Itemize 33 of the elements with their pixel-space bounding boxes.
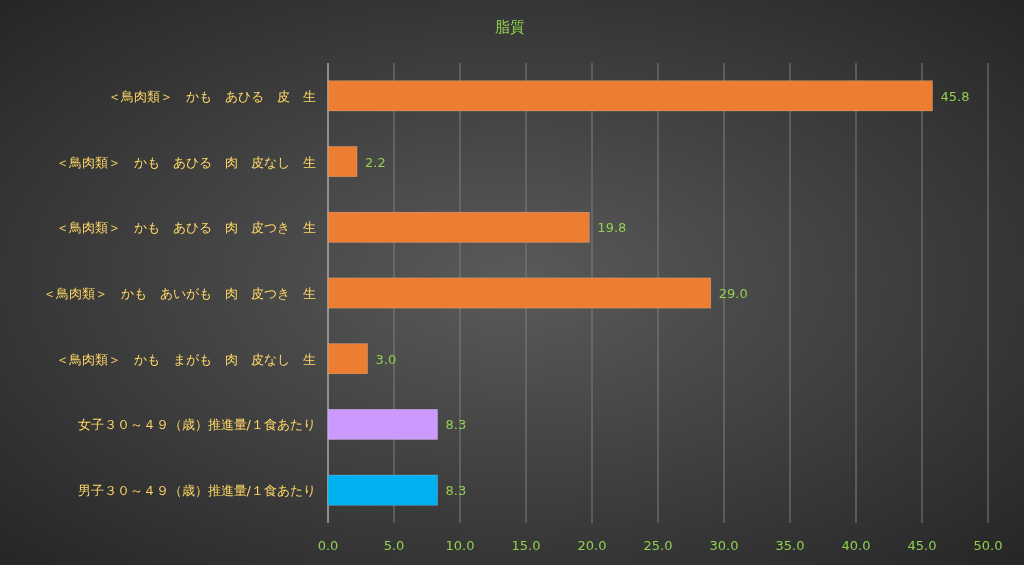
- x-tick-label: 30.0: [709, 538, 739, 553]
- data-label: 29.0: [718, 286, 748, 301]
- bar: [327, 146, 358, 177]
- x-tick-label: 50.0: [973, 538, 1003, 553]
- x-tick-label: 35.0: [775, 538, 805, 553]
- bar: [327, 474, 438, 506]
- bar: [327, 277, 712, 309]
- x-tick-label: 20.0: [577, 538, 607, 553]
- x-tick-label: 10.0: [445, 538, 475, 553]
- data-label: 19.8: [597, 220, 627, 236]
- y-tick-label: 男子３０～４９（歳）推進量/１食あたり: [77, 483, 316, 499]
- y-tick-label: ＜鳥肉類＞ かも あひる 肉 皮なし 生: [56, 154, 316, 170]
- x-tick-label: 40.0: [841, 538, 871, 553]
- data-label: 2.2: [365, 154, 386, 170]
- y-tick-label: 女子３０～４９（歳）推進量/１食あたり: [77, 417, 316, 433]
- x-tick-label: 45.0: [907, 538, 937, 553]
- bar: [327, 409, 438, 440]
- bar: [327, 343, 368, 375]
- chart-title: 脂質: [495, 18, 525, 36]
- x-tick-label: 15.0: [511, 538, 541, 553]
- y-tick-label: ＜鳥肉類＞ かも まがも 肉 皮なし 生: [56, 351, 316, 367]
- bar: [327, 211, 590, 243]
- x-tick-label: 5.0: [383, 538, 405, 553]
- x-tick-label: 0.0: [317, 538, 339, 553]
- x-tick-label: 25.0: [643, 538, 673, 553]
- data-label: 45.8: [940, 88, 970, 104]
- data-label: 3.0: [375, 351, 397, 367]
- y-tick-label: ＜鳥肉類＞ かも あいがも 肉 皮つき 生: [43, 286, 316, 301]
- y-tick-label: ＜鳥肉類＞ かも あひる 皮 生: [108, 88, 316, 104]
- bar: [327, 80, 933, 112]
- data-label: 8.3: [445, 483, 467, 499]
- data-label: 8.3: [445, 417, 467, 433]
- y-tick-label: ＜鳥肉類＞ かも あひる 肉 皮つき 生: [56, 220, 316, 236]
